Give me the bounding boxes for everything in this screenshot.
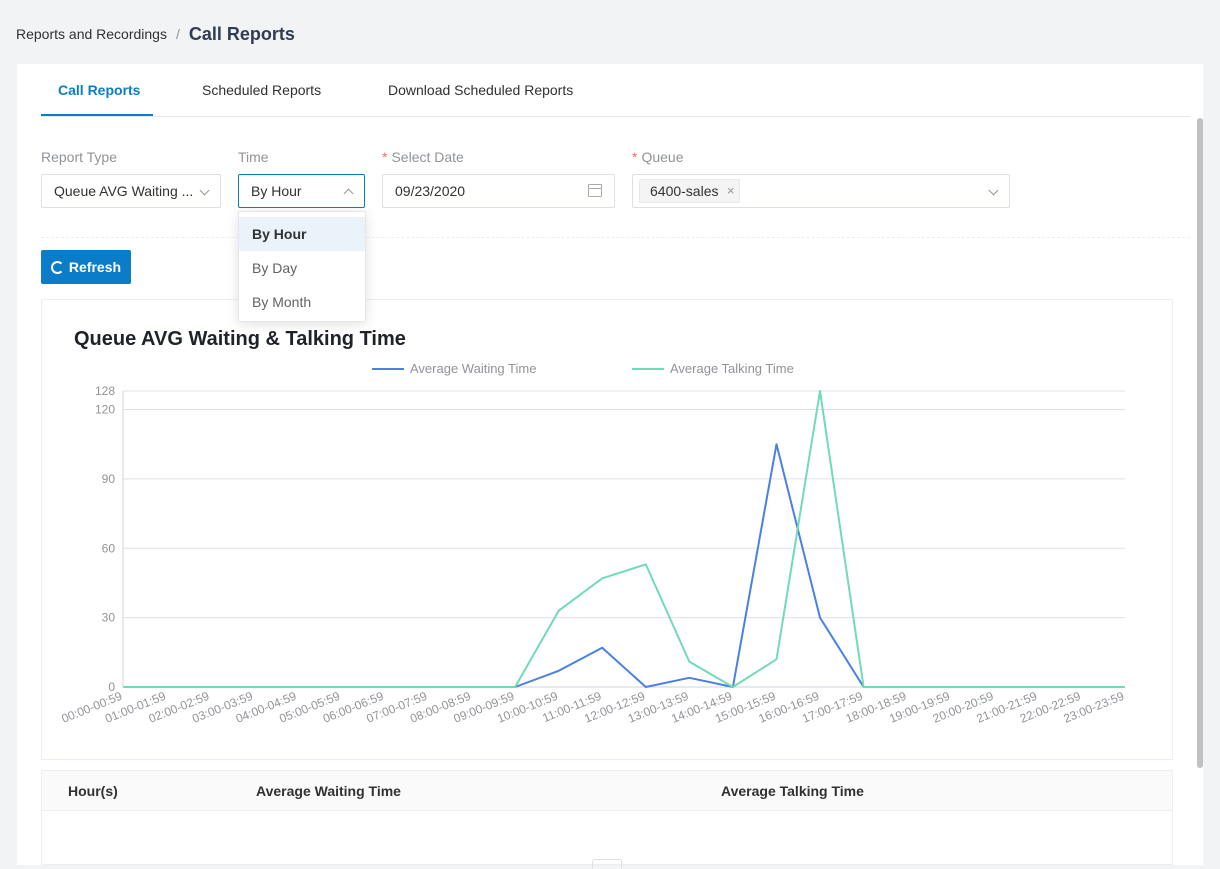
close-icon[interactable]: × — [726, 183, 735, 198]
y-tick-label: 30 — [102, 611, 116, 625]
report-type-select[interactable]: Queue AVG Waiting ... — [41, 174, 221, 208]
required-mark: * — [632, 149, 638, 165]
breadcrumb-separator: / — [175, 26, 180, 42]
chart-card: 0 30 60 90 120 128 00:00-00:59 01:00-01:59 02:00… — [41, 299, 1173, 760]
legend-label-waiting: Average Waiting Time — [410, 361, 537, 376]
queue-label: * Queue — [632, 149, 684, 165]
queue-label-text: Queue — [641, 149, 684, 165]
report-type-value: Queue AVG Waiting ... — [54, 183, 194, 199]
breadcrumb-parent-link[interactable]: Reports and Recordings — [16, 26, 167, 42]
page-title: Call Reports — [188, 23, 295, 44]
date-picker-input[interactable]: 09/23/2020 — [382, 174, 615, 208]
breadcrumb: Reports and Recordings / Call Reports — [16, 22, 295, 46]
y-tick-label: 90 — [102, 472, 116, 486]
legend-swatch-waiting — [372, 367, 404, 370]
scrollbar[interactable] — [1197, 118, 1203, 768]
refresh-button-label: Refresh — [68, 259, 122, 275]
dropdown-option-by-day[interactable]: By Day — [252, 260, 298, 276]
table-header: Hour(s) Average Waiting Time Average Tal… — [42, 771, 1172, 811]
tab-scheduled-reports[interactable]: Scheduled Reports — [202, 82, 322, 98]
refresh-button[interactable]: Refresh — [41, 250, 131, 284]
report-type-label: Report Type — [41, 149, 118, 165]
y-tick-label: 60 — [102, 541, 116, 555]
y-tick-label: 120 — [95, 403, 115, 417]
chart-title: Queue AVG Waiting & Talking Time — [74, 328, 406, 350]
queue-tag-label: 6400-sales — [650, 183, 719, 199]
chevron-up-icon — [343, 188, 354, 199]
empty-data-icon — [592, 859, 622, 869]
legend-swatch-talking — [632, 367, 664, 370]
dropdown-option-by-month[interactable]: By Month — [252, 294, 312, 310]
time-label: Time — [238, 149, 269, 165]
legend-label-talking: Average Talking Time — [670, 361, 794, 376]
date-value: 09/23/2020 — [395, 183, 466, 199]
series-line-talking — [123, 390, 1125, 688]
tab-call-reports[interactable]: Call Reports — [58, 82, 141, 98]
select-date-label: * Select Date — [382, 149, 464, 165]
legend-talking[interactable]: Average Talking Time — [632, 361, 794, 376]
legend-waiting[interactable]: Average Waiting Time — [372, 361, 536, 376]
divider — [41, 237, 1190, 238]
dropdown-option-by-hour[interactable]: By Hour — [239, 217, 365, 251]
refresh-icon — [50, 260, 64, 274]
time-select[interactable]: By Hour — [238, 174, 365, 208]
calendar-icon — [588, 184, 602, 197]
time-value: By Hour — [251, 183, 302, 199]
main-panel: Call Reports Scheduled Reports Download … — [17, 64, 1203, 869]
active-tab-indicator — [41, 114, 153, 116]
select-date-label-text: Select Date — [391, 149, 464, 165]
chevron-down-icon — [988, 185, 999, 196]
required-mark: * — [382, 149, 388, 165]
y-tick-label: 128 — [95, 384, 115, 398]
tab-bar: Call Reports Scheduled Reports Download … — [41, 64, 1190, 117]
time-dropdown: By Hour By Day By Month — [238, 211, 366, 322]
tab-download-scheduled-reports[interactable]: Download Scheduled Reports — [388, 82, 574, 98]
column-header-avg-waiting: Average Waiting Time — [256, 783, 401, 799]
data-table: Hour(s) Average Waiting Time Average Tal… — [41, 770, 1173, 869]
line-chart: 030609012012800:00-00:5901:00-01:5902:00… — [59, 384, 1126, 726]
column-header-hours: Hour(s) — [68, 783, 118, 799]
queue-tag: 6400-sales × — [639, 179, 740, 203]
column-header-avg-talking: Average Talking Time — [721, 783, 864, 799]
series-line-waiting — [123, 443, 1125, 688]
queue-select[interactable]: 6400-sales × — [632, 174, 1010, 208]
y-tick-label: 0 — [108, 680, 115, 694]
chevron-down-icon — [199, 185, 210, 196]
